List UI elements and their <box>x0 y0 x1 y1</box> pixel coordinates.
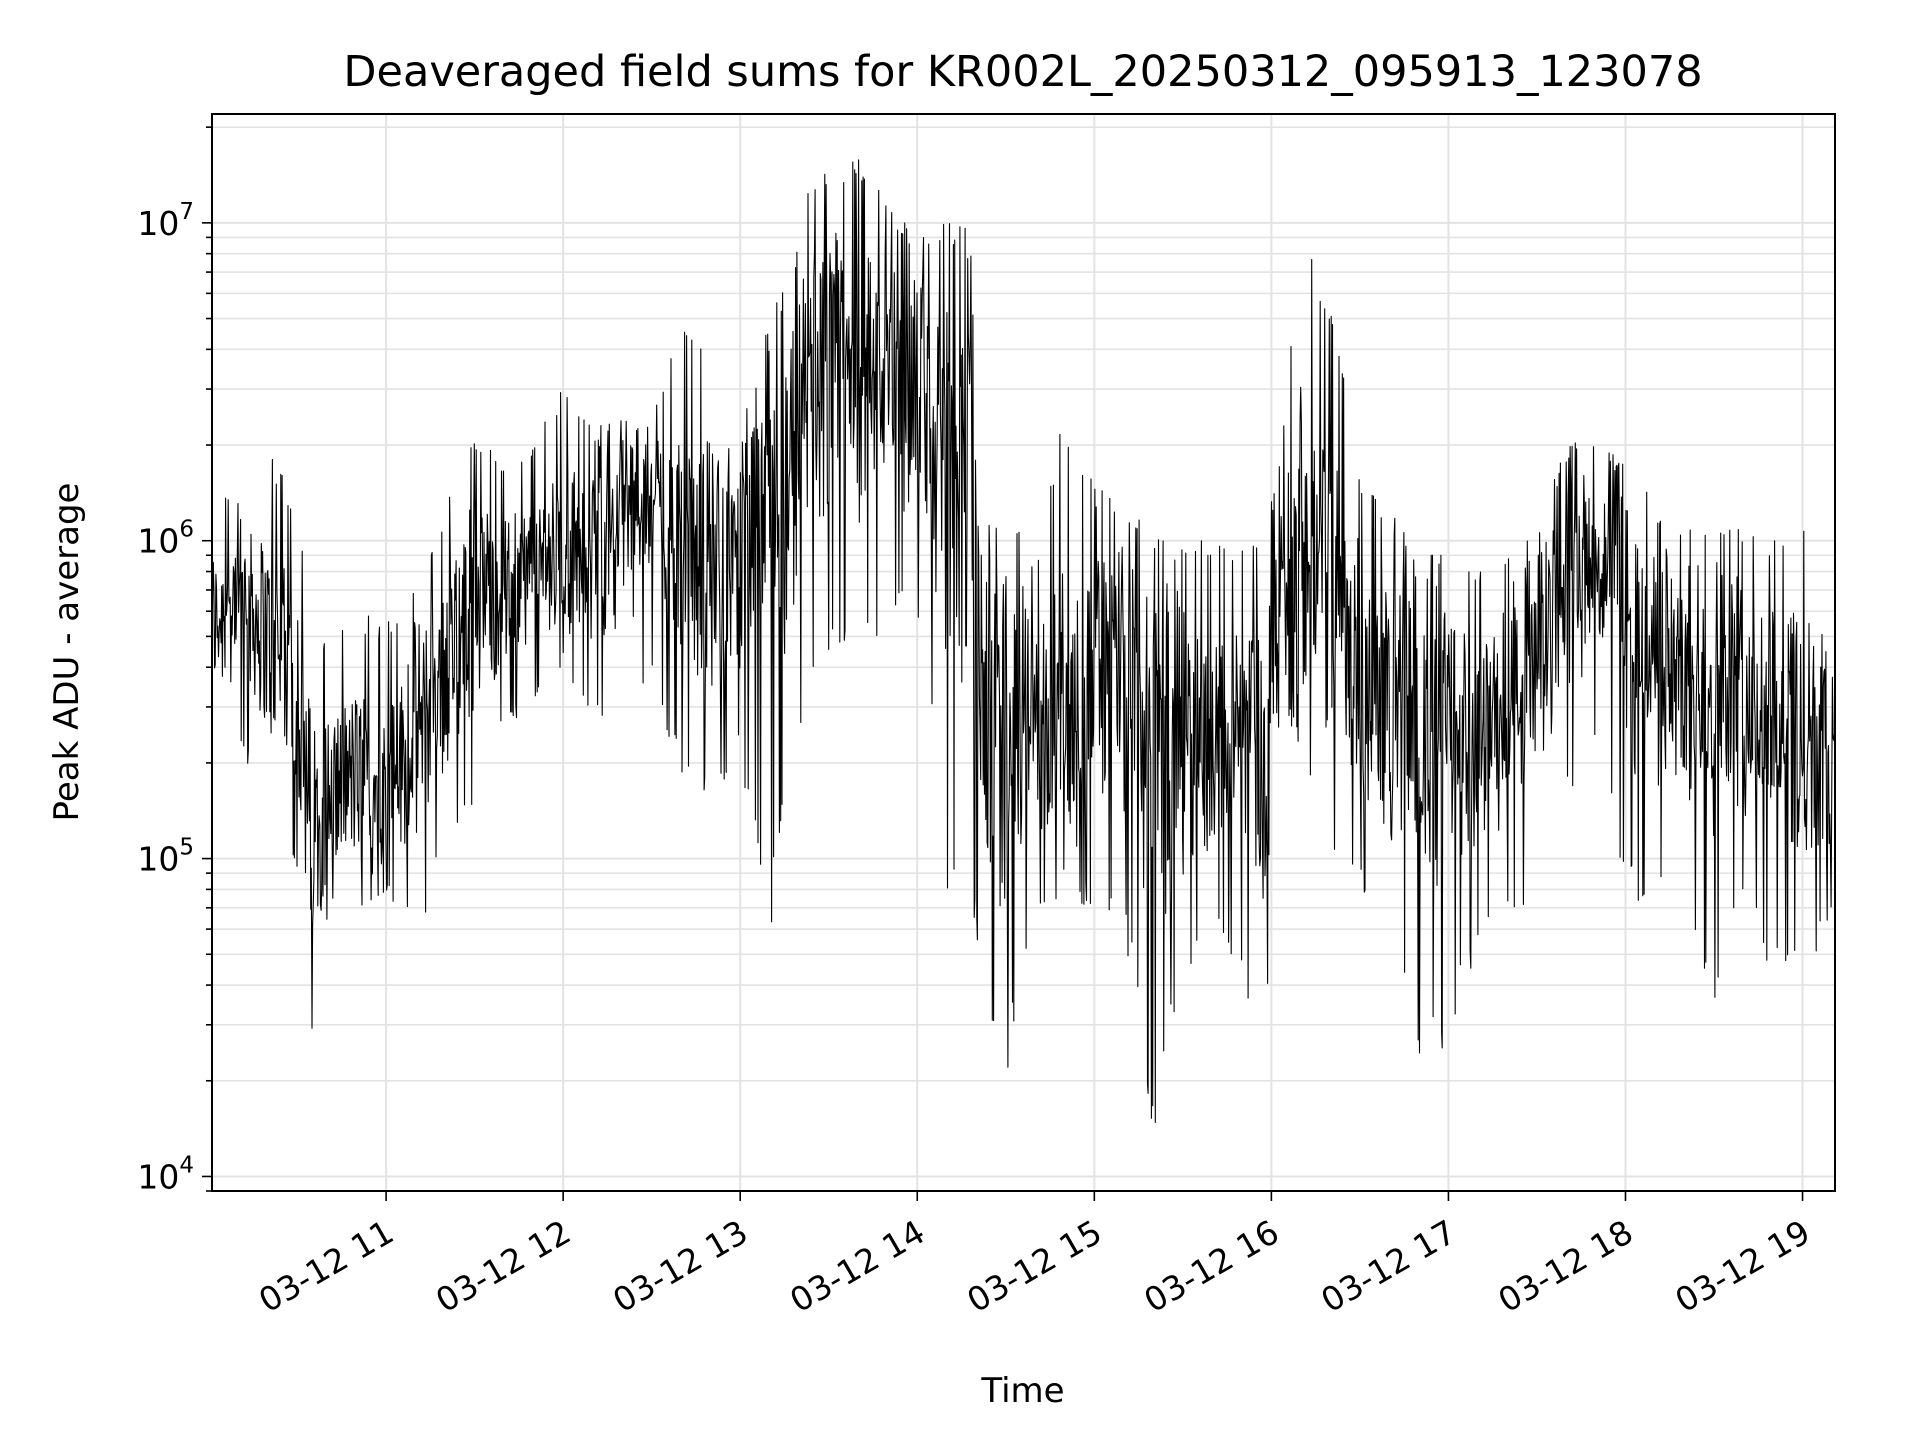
chart-title: Deaveraged field sums for KR002L_2025031… <box>343 47 1702 97</box>
y-tick-label: 106 <box>137 517 194 561</box>
y-tick-exponent: 6 <box>179 517 194 543</box>
grid <box>212 114 1835 1192</box>
y-tick-base: 10 <box>137 522 179 561</box>
y-tick-base: 10 <box>137 1157 179 1196</box>
y-axis-title: Peak ADU - average <box>47 483 87 822</box>
y-tick-exponent: 5 <box>179 835 194 861</box>
y-tick-label: 105 <box>137 835 194 879</box>
y-tick-exponent: 4 <box>179 1152 194 1178</box>
plot-series <box>211 159 1835 1124</box>
x-axis-title: Time <box>980 1371 1064 1411</box>
y-tick-base: 10 <box>137 204 179 243</box>
y-tick-exponent: 7 <box>179 199 194 225</box>
plot-frame <box>211 113 1836 1192</box>
y-tick-base: 10 <box>137 840 179 879</box>
y-tick-label: 104 <box>137 1152 194 1196</box>
y-tick-label: 107 <box>137 199 194 243</box>
series-line-0 <box>211 159 1835 1124</box>
